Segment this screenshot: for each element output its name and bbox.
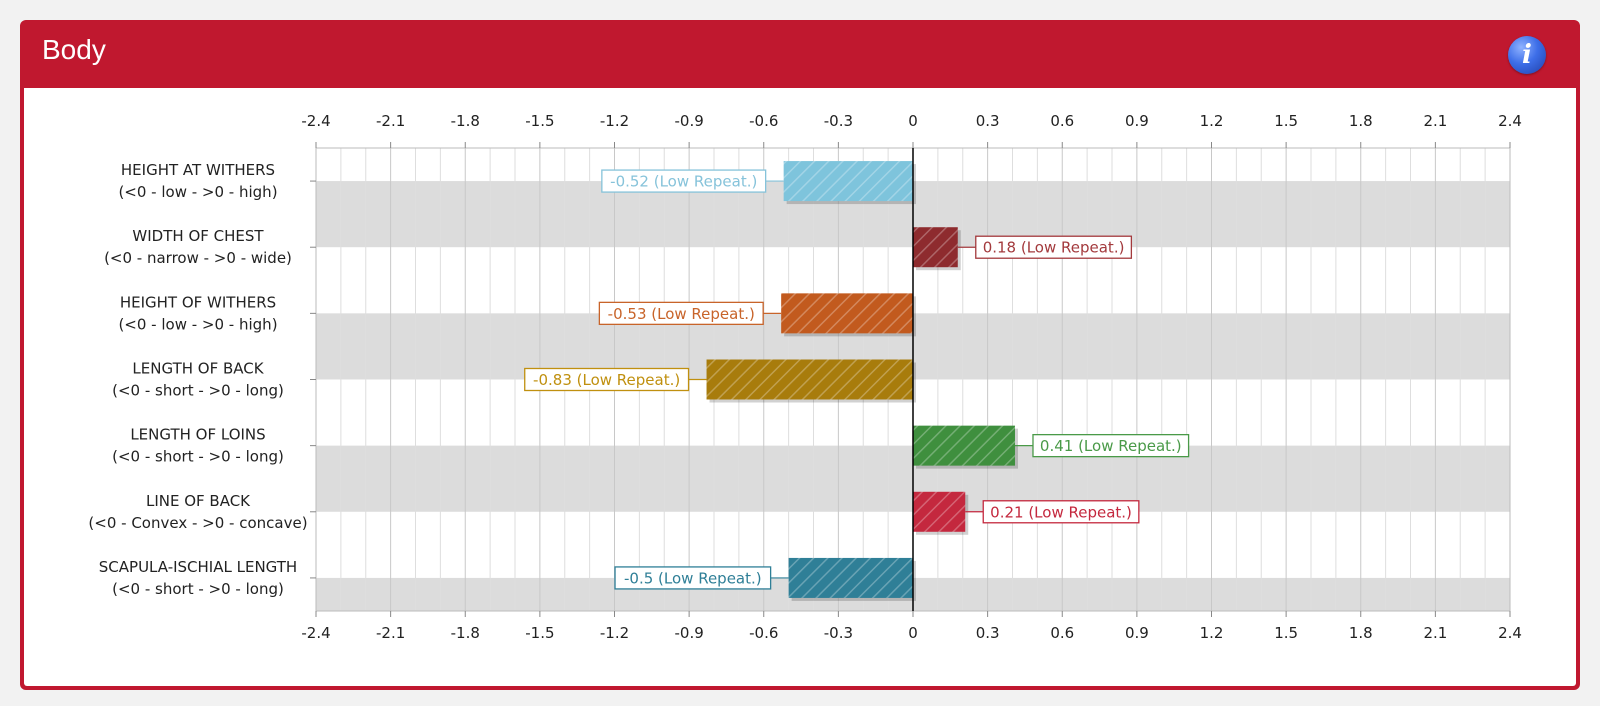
x-tick-label-bottom: 1.8 xyxy=(1349,624,1373,642)
bar[interactable] xyxy=(913,227,958,268)
data-label-box xyxy=(975,235,1133,259)
category-description: (<0 - short - >0 - long) xyxy=(112,580,284,598)
category-label: HEIGHT AT WITHERS xyxy=(121,161,275,179)
x-tick-label-bottom: -2.1 xyxy=(376,624,405,642)
bar[interactable] xyxy=(706,359,913,400)
x-tick-label-top: -2.1 xyxy=(376,112,405,130)
bar[interactable] xyxy=(781,293,913,334)
data-label: -0.83 (Low Repeat.) xyxy=(533,371,680,389)
x-tick-label-bottom: -0.9 xyxy=(674,624,703,642)
panel-title: Body xyxy=(42,34,106,65)
data-label-box xyxy=(1032,433,1190,458)
data-label-box xyxy=(524,367,690,392)
info-icon[interactable]: i xyxy=(1508,36,1546,74)
x-tick-label-top: 0.3 xyxy=(976,112,1000,130)
x-tick-label-top: 0.9 xyxy=(1125,112,1149,130)
category-description: (<0 - Convex - >0 - concave) xyxy=(88,514,307,532)
bar[interactable] xyxy=(913,425,1015,466)
x-tick-label-top: 2.4 xyxy=(1498,112,1522,130)
x-tick-label-top: 1.8 xyxy=(1349,112,1373,130)
x-tick-label-top: -1.8 xyxy=(451,112,480,130)
data-label-box xyxy=(982,500,1140,524)
category-description: (<0 - short - >0 - long) xyxy=(112,382,284,400)
panel-header: Body i xyxy=(20,20,1580,84)
x-tick-label-top: -0.6 xyxy=(749,112,778,130)
x-tick-label-top: 2.1 xyxy=(1423,112,1447,130)
x-tick-label-top: 1.2 xyxy=(1200,112,1224,130)
category-label: LENGTH OF BACK xyxy=(132,360,264,378)
data-label-box xyxy=(598,301,764,326)
x-tick-label-bottom: -1.5 xyxy=(525,624,554,642)
data-label: 0.21 (Low Repeat.) xyxy=(990,503,1132,521)
category-label: LINE OF BACK xyxy=(146,492,251,510)
bar[interactable] xyxy=(913,491,966,532)
x-tick-label-top: 0 xyxy=(908,112,918,130)
x-tick-label-bottom: -1.8 xyxy=(451,624,480,642)
data-label-box xyxy=(601,169,767,193)
data-label: 0.41 (Low Repeat.) xyxy=(1040,437,1182,455)
panel-body: -2.4 -2.4 -2.1 -2.1 -1.8 -1.8 -1.5 -1.5 -1.2 -1.2… xyxy=(24,88,1576,686)
x-tick-label-top: -1.5 xyxy=(525,112,554,130)
x-tick-label-top: -2.4 xyxy=(301,112,330,130)
category-label: HEIGHT OF WITHERS xyxy=(120,293,276,311)
x-tick-label-bottom: 0.3 xyxy=(976,624,1000,642)
data-label-box xyxy=(614,566,772,590)
category-description: (<0 - short - >0 - long) xyxy=(112,448,284,466)
x-tick-label-bottom: 2.4 xyxy=(1498,624,1522,642)
body-chart: -2.4 -2.4 -2.1 -2.1 -1.8 -1.8 -1.5 -1.5 -1.2 -1.2… xyxy=(88,112,1522,642)
x-tick-label-bottom: -0.6 xyxy=(749,624,778,642)
x-tick-label-bottom: 0 xyxy=(908,624,918,642)
bar[interactable] xyxy=(783,161,913,202)
data-label: 0.18 (Low Repeat.) xyxy=(983,239,1125,257)
x-tick-label-bottom: 1.5 xyxy=(1274,624,1298,642)
x-tick-label-bottom: -0.3 xyxy=(824,624,853,642)
x-tick-label-bottom: -2.4 xyxy=(301,624,330,642)
x-tick-label-top: -0.9 xyxy=(674,112,703,130)
x-tick-label-bottom: 0.9 xyxy=(1125,624,1149,642)
x-tick-label-top: -0.3 xyxy=(824,112,853,130)
category-description: (<0 - low - >0 - high) xyxy=(118,183,277,201)
category-label: WIDTH OF CHEST xyxy=(132,227,264,245)
category-label: LENGTH OF LOINS xyxy=(130,426,265,444)
data-label: -0.53 (Low Repeat.) xyxy=(608,305,755,323)
category-description: (<0 - low - >0 - high) xyxy=(118,315,277,333)
x-tick-label-bottom: 2.1 xyxy=(1423,624,1447,642)
x-tick-label-bottom: 1.2 xyxy=(1200,624,1224,642)
bar[interactable] xyxy=(788,557,913,598)
x-tick-label-bottom: -1.2 xyxy=(600,624,629,642)
x-tick-label-top: -1.2 xyxy=(600,112,629,130)
x-tick-label-bottom: 0.6 xyxy=(1050,624,1074,642)
category-label: SCAPULA-ISCHIAL LENGTH xyxy=(99,558,297,576)
category-description: (<0 - narrow - >0 - wide) xyxy=(104,249,292,267)
x-tick-label-top: 0.6 xyxy=(1050,112,1074,130)
data-label: -0.5 (Low Repeat.) xyxy=(624,569,762,587)
x-tick-label-top: 1.5 xyxy=(1274,112,1298,130)
body-panel: Body i -2.4 -2.4 -2.1 -2.1 -1.8 -1.8 -1.5 -1.5-… xyxy=(20,20,1580,690)
data-label: -0.52 (Low Repeat.) xyxy=(610,173,757,191)
